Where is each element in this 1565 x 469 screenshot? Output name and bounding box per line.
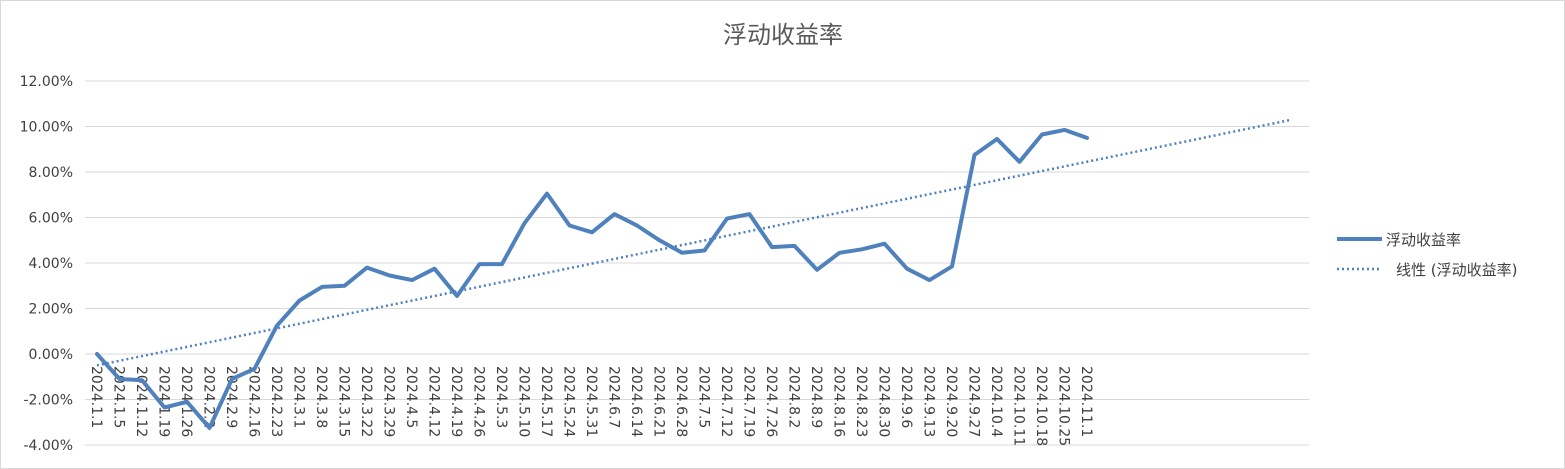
x-tick-label: 2024.6.28 xyxy=(673,366,689,437)
x-tick-label: 2024.9.20 xyxy=(943,366,959,437)
x-tick-label: 2024.8.16 xyxy=(831,366,847,437)
x-tick-label: 2024.2.16 xyxy=(246,366,262,437)
x-tick-label: 2024.3.1 xyxy=(291,366,307,428)
y-axis-ticks: 12.00% 10.00% 8.00% 6.00% 4.00% 2.00% 0.00% -2.… xyxy=(20,74,73,454)
y-tick-label: 8.00% xyxy=(29,165,73,181)
gridlines xyxy=(85,80,1309,446)
x-tick-label: 2024.8.9 xyxy=(808,366,824,428)
y-tick-label: 4.00% xyxy=(29,256,73,272)
legend-label-series: 浮动收益率 xyxy=(1386,231,1461,249)
x-tick-label: 2024.7.26 xyxy=(763,366,779,437)
x-tick-label: 2024.4.19 xyxy=(448,366,464,437)
x-tick-label: 2024.1.5 xyxy=(111,366,127,428)
y-tick-label: 2.00% xyxy=(29,302,73,318)
y-tick-label: 10.00% xyxy=(20,120,73,136)
x-tick-label: 2024.6.14 xyxy=(628,366,644,437)
x-tick-label: 2024.11.1 xyxy=(1078,366,1094,437)
x-tick-label: 2024.6.7 xyxy=(606,366,622,428)
y-tick-label: 6.00% xyxy=(29,211,73,227)
x-tick-label: 2024.9.27 xyxy=(966,366,982,437)
x-tick-label: 2024.4.26 xyxy=(471,366,487,437)
legend-label-trendline: 线性 (浮动收益率) xyxy=(1396,261,1517,279)
x-tick-label: 2024.2.2 xyxy=(201,366,217,428)
x-tick-label: 2024.3.29 xyxy=(381,366,397,437)
x-tick-label: 2024.8.23 xyxy=(853,366,869,437)
x-tick-label: 2024.5.24 xyxy=(561,366,577,437)
x-tick-label: 2024.2.9 xyxy=(223,366,239,428)
x-tick-label: 2024.4.5 xyxy=(403,366,419,428)
x-tick-label: 2024.10.11 xyxy=(1011,366,1027,446)
x-tick-label: 2024.3.15 xyxy=(336,366,352,437)
series-line-floating-return xyxy=(95,127,1089,430)
y-tick-label: 0.00% xyxy=(29,347,73,363)
x-tick-label: 2024.6.21 xyxy=(651,366,667,437)
y-tick-label: -4.00% xyxy=(23,438,73,454)
x-tick-label: 2024.10.18 xyxy=(1033,366,1049,446)
legend: 浮动收益率 线性 (浮动收益率) xyxy=(1337,231,1517,279)
x-tick-label: 2024.1.19 xyxy=(156,366,172,437)
x-tick-label: 2024.5.10 xyxy=(516,366,532,437)
x-tick-label: 2024.5.31 xyxy=(583,366,599,437)
x-tick-label: 2024.3.8 xyxy=(313,366,329,428)
x-tick-label: 2024.10.4 xyxy=(988,366,1004,437)
x-tick-label: 2024.5.3 xyxy=(493,366,509,428)
x-axis-ticks: 2024.1.1 2024.1.5 2024.1.12 2024.1.19 2024.1… xyxy=(88,366,1094,446)
x-tick-label: 2024.5.17 xyxy=(538,366,554,437)
x-tick-label: 2024.10.25 xyxy=(1056,366,1072,446)
x-tick-label: 2024.2.23 xyxy=(268,366,284,437)
x-tick-label: 2024.4.12 xyxy=(426,366,442,437)
x-tick-label: 2024.1.12 xyxy=(133,366,149,437)
x-tick-label: 2024.7.19 xyxy=(741,366,757,437)
x-tick-label: 2024.3.22 xyxy=(358,366,374,437)
x-tick-label: 2024.8.30 xyxy=(876,366,892,437)
chart-title: 浮动收益率 xyxy=(723,21,843,49)
x-tick-label: 2024.7.5 xyxy=(696,366,712,428)
series-lines xyxy=(95,118,1290,430)
y-tick-label: 12.00% xyxy=(20,74,73,90)
x-tick-label: 2024.1.1 xyxy=(88,366,104,428)
x-tick-label: 2024.9.6 xyxy=(898,366,914,428)
y-tick-label: -2.00% xyxy=(23,393,73,409)
x-tick-label: 2024.9.13 xyxy=(921,366,937,437)
x-tick-label: 2024.8.2 xyxy=(786,366,802,428)
x-tick-label: 2024.7.12 xyxy=(718,366,734,437)
